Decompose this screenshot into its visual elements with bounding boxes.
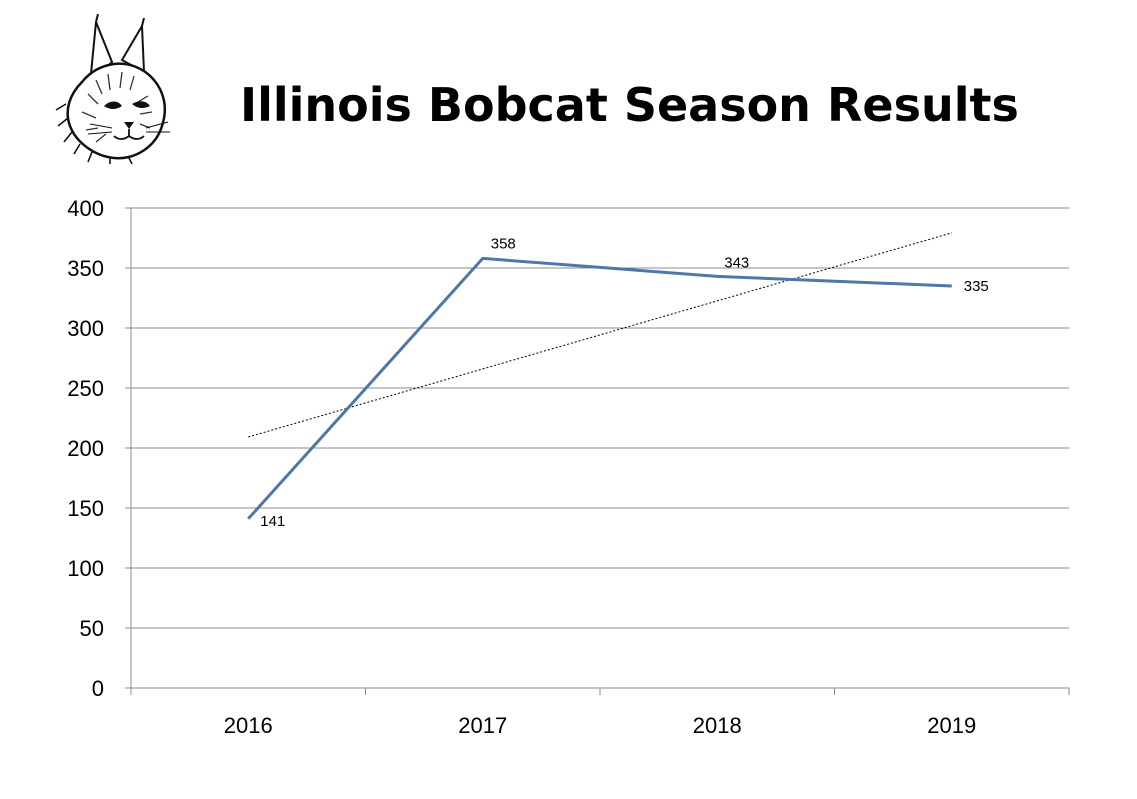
- y-tick-label: 200: [67, 436, 104, 461]
- x-tick-label: 2016: [224, 713, 273, 738]
- y-tick-label: 100: [67, 556, 104, 581]
- page-title: Illinois Bobcat Season Results: [240, 78, 1019, 132]
- data-label: 343: [724, 254, 749, 271]
- series-line: [247, 256, 952, 520]
- y-tick-label: 0: [92, 676, 104, 701]
- data-labels: 141 358 343 335: [260, 235, 989, 529]
- bobcat-head-icon: [52, 13, 176, 165]
- data-label: 141: [260, 513, 285, 530]
- trendline-group: [248, 232, 952, 438]
- y-tick-label: 300: [67, 316, 104, 341]
- x-axis-ticks: 2016 2017 2018 2019: [130, 688, 1070, 738]
- y-tick-label: 50: [80, 616, 104, 641]
- y-tick-label: 150: [67, 496, 104, 521]
- trendline: [248, 232, 952, 438]
- data-label: 335: [964, 278, 989, 295]
- gridlines: [131, 207, 1069, 629]
- x-tick-label: 2018: [693, 713, 742, 738]
- y-tick-label: 400: [67, 196, 104, 221]
- y-axis-ticks: 0 50 100 150 200 250 300 350 400: [67, 196, 131, 701]
- x-tick-label: 2017: [458, 713, 507, 738]
- y-tick-label: 250: [67, 376, 104, 401]
- data-label: 358: [491, 235, 516, 252]
- y-tick-label: 350: [67, 256, 104, 281]
- series-group: [247, 256, 952, 520]
- x-tick-label: 2019: [927, 713, 976, 738]
